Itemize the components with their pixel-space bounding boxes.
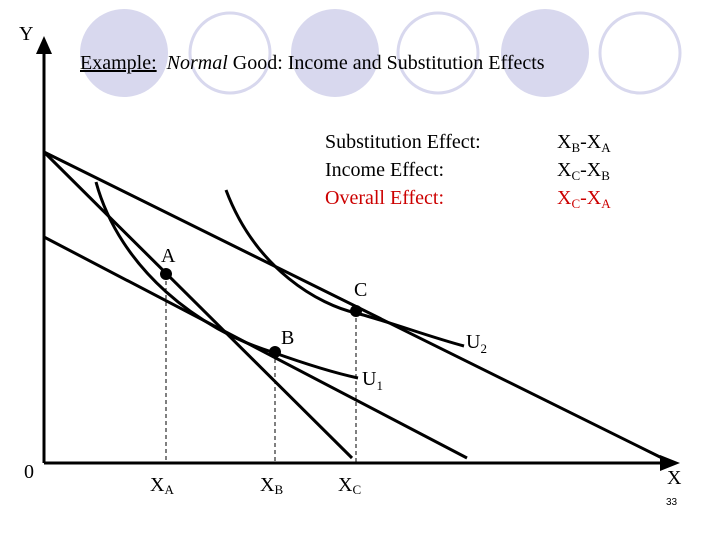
- slide-title: Example: Normal Good: Income and Substit…: [80, 52, 545, 74]
- x-axis-arrowhead: [660, 455, 680, 471]
- point-a-label: A: [161, 245, 176, 267]
- effect-formula-income: XC-XB: [557, 159, 610, 183]
- deco-circle-4: [396, 11, 480, 95]
- point-b-marker: [269, 346, 281, 358]
- point-c-marker: [350, 305, 362, 317]
- y-axis-arrowhead: [36, 36, 52, 54]
- u1-label: U1: [362, 368, 383, 393]
- tick-xc: XC: [338, 474, 361, 497]
- deco-circle-3: [291, 9, 379, 97]
- deco-circle-1: [80, 9, 168, 97]
- effect-label-substitution: Substitution Effect:: [325, 131, 481, 153]
- effects-legend: Substitution Effect: Income Effect: Over…: [325, 131, 611, 211]
- page-number: 33: [666, 497, 678, 508]
- deco-circle-6: [598, 11, 682, 95]
- effect-label-income: Income Effect:: [325, 159, 444, 181]
- tick-xa: XA: [150, 474, 174, 497]
- origin-label: 0: [24, 461, 34, 483]
- drop-lines: [165, 274, 357, 462]
- point-b-label: B: [281, 327, 294, 349]
- effect-formula-overall: XC-XA: [557, 187, 611, 211]
- deco-circle-5: [501, 9, 589, 97]
- x-axis-label: X: [667, 467, 682, 489]
- budget-line-new: [43, 150, 663, 460]
- point-c-label: C: [354, 279, 367, 301]
- indifference-curves: [94, 181, 465, 380]
- equilibrium-points: A B C: [160, 245, 367, 358]
- effect-formula-substitution: XB-XA: [557, 131, 611, 155]
- y-axis-label: Y: [19, 23, 33, 45]
- title-prefix: Example:: [80, 52, 157, 74]
- indifference-curve-u1: [94, 181, 359, 380]
- effect-label-overall: Overall Effect:: [325, 187, 444, 209]
- tick-xb: XB: [260, 474, 283, 497]
- decorative-circles: [80, 9, 682, 97]
- point-a-marker: [160, 268, 172, 280]
- u2-label: U2: [466, 331, 487, 356]
- deco-circle-2: [188, 11, 272, 95]
- indifference-curve-u2: [224, 189, 465, 348]
- title-rest: Good: Income and Substitution Effects: [228, 52, 545, 74]
- title-emphasis: Normal: [166, 52, 229, 74]
- budget-line-compensated: [42, 150, 354, 460]
- axes: Y X 0: [19, 23, 682, 489]
